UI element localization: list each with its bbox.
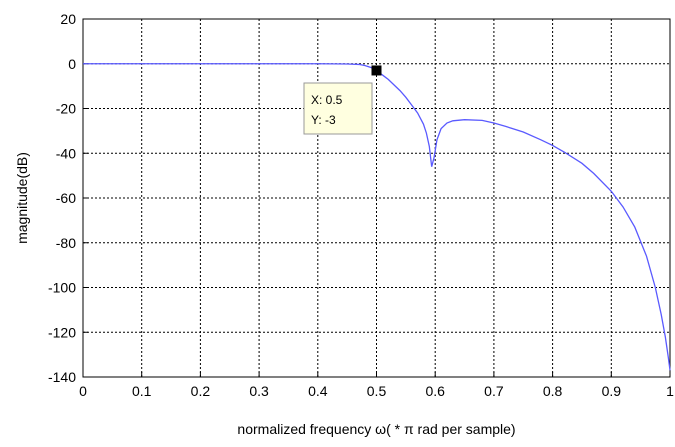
y-tick-label: -20 (56, 101, 76, 117)
x-tick-label: 0.3 (249, 383, 269, 399)
x-tick-label: 0.6 (425, 383, 445, 399)
x-axis-label: normalized frequency ω( * π rad per samp… (237, 421, 515, 437)
y-axis-ticks: 20 0 -20 -40 -60 -80 -100 -120 -140 (48, 11, 88, 385)
y-tick-label: -60 (56, 190, 76, 206)
x-tick-label: 0 (79, 383, 87, 399)
y-tick-label: -40 (56, 145, 76, 161)
datatip-box (303, 82, 373, 135)
y-tick-label: -80 (56, 235, 76, 251)
x-tick-label: 0.2 (191, 383, 211, 399)
x-tick-label: 0.5 (367, 383, 387, 399)
datatip-y-label: Y: -3 (311, 113, 336, 127)
datatip-x-label: X: 0.5 (311, 93, 343, 107)
y-tick-label: 0 (68, 56, 76, 72)
x-axis-ticks: 0 0.1 0.2 0.3 0.4 0.5 0.6 0.7 0.8 0.9 1 (79, 372, 674, 399)
magnitude-series-line (83, 63, 671, 371)
y-tick-label: -100 (48, 280, 76, 296)
datatip-marker[interactable] (371, 65, 382, 76)
x-tick-label: 0.8 (543, 383, 563, 399)
x-tick-label: 1 (666, 383, 674, 399)
x-tick-label: 0.1 (132, 383, 152, 399)
y-tick-label: 20 (60, 11, 76, 27)
x-tick-label: 0.9 (602, 383, 622, 399)
datatip: X: 0.5 Y: -3 (303, 65, 382, 135)
y-tick-label: -120 (48, 324, 76, 340)
grid (83, 19, 670, 377)
y-axis-label: magnitude(dB) (14, 152, 30, 244)
x-tick-label: 0.4 (308, 383, 328, 399)
x-tick-label: 0.7 (484, 383, 504, 399)
y-tick-label: -140 (48, 369, 76, 385)
